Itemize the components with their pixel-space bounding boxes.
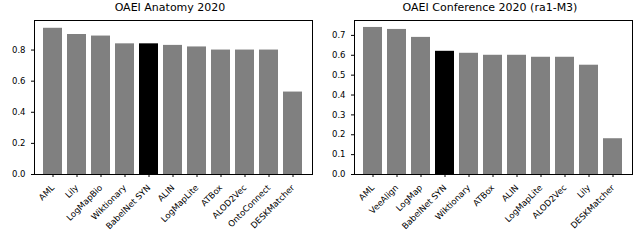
svg-text:0.7: 0.7 [332, 30, 346, 40]
svg-text:0.2: 0.2 [12, 138, 26, 148]
svg-text:VeeAlign: VeeAlign [367, 183, 400, 216]
svg-text:LogMapLite: LogMapLite [502, 182, 545, 225]
svg-text:0.4: 0.4 [332, 90, 346, 100]
svg-text:Lily: Lily [575, 183, 592, 200]
svg-text:0.0: 0.0 [332, 169, 346, 179]
svg-text:0.8: 0.8 [12, 45, 26, 55]
svg-text:BabelNet SYN: BabelNet SYN [399, 182, 449, 232]
svg-text:0.6: 0.6 [332, 50, 346, 60]
svg-text:ALOD2Vec: ALOD2Vec [210, 182, 249, 221]
svg-text:0.0: 0.0 [12, 169, 26, 179]
svg-text:BabelNet SYN: BabelNet SYN [104, 183, 153, 232]
svg-text:AML: AML [37, 182, 57, 202]
svg-text:Lily: Lily [63, 183, 80, 200]
svg-text:ALIN: ALIN [156, 183, 177, 204]
svg-text:ALOD2Vec: ALOD2Vec [530, 182, 568, 220]
svg-text:ATBox: ATBox [471, 183, 497, 209]
svg-text:0.1: 0.1 [332, 149, 346, 159]
svg-text:LogMap: LogMap [393, 182, 425, 214]
svg-text:0.4: 0.4 [12, 107, 26, 117]
svg-text:DESKMatcher: DESKMatcher [569, 182, 617, 230]
html-text:OAEI Conference 2020 (ra1-M3): OAEI Conference 2020 (ra1-M3) [402, 1, 578, 14]
svg-text:Wiktionary: Wiktionary [89, 182, 129, 222]
svg-text:ATBox: ATBox [198, 182, 225, 209]
svg-text:DESKMatcher: DESKMatcher [249, 182, 297, 230]
svg-text:LogMapLite: LogMapLite [159, 183, 201, 225]
svg-text:Wiktionary: Wiktionary [433, 183, 472, 222]
svg-text:LogMapBio: LogMapBio [64, 182, 105, 223]
svg-text:AML: AML [357, 182, 377, 202]
svg-text:OntoConnect: OntoConnect [225, 182, 273, 230]
svg-text:0.3: 0.3 [332, 110, 346, 120]
svg-text:0.2: 0.2 [332, 129, 346, 139]
svg-text:0.6: 0.6 [12, 76, 26, 86]
svg-text:0.5: 0.5 [332, 70, 346, 80]
svg-text:ALIN: ALIN [500, 183, 521, 204]
html-text:OAEI Anatomy 2020: OAEI Anatomy 2020 [114, 1, 226, 14]
